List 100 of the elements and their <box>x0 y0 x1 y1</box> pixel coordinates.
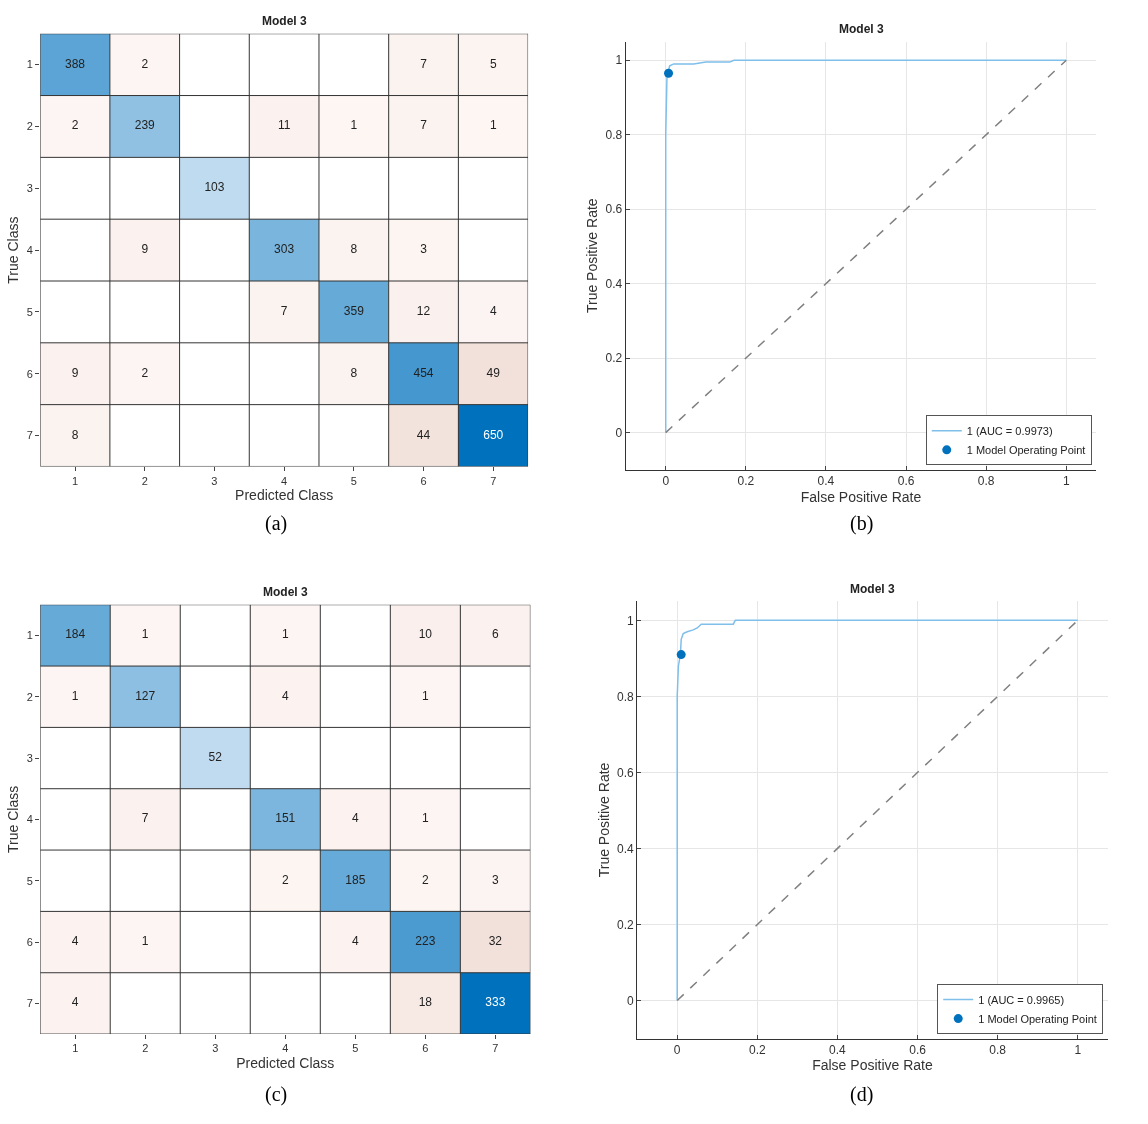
data-label: 1 <box>141 934 149 949</box>
data-label: 2 <box>281 872 289 887</box>
data-label: 10 <box>418 627 433 642</box>
data-label: 7 <box>420 56 428 71</box>
chart-title: Model 3 <box>839 22 884 36</box>
x-tick-label: 4 <box>281 474 288 487</box>
x-tick-label: 1 <box>71 474 79 487</box>
x-tick-label: 1 <box>72 1042 79 1055</box>
y-tick-label: 0.4 <box>605 276 623 291</box>
y-tick-label: 0 <box>615 425 623 440</box>
x-tick-label: 0 <box>673 1042 681 1057</box>
data-label: 303 <box>274 242 295 257</box>
data-label: 1 <box>489 118 497 133</box>
y-tick-label: 0.8 <box>617 689 635 704</box>
legend-label: 1 (AUC = 0.9965) <box>978 993 1065 1006</box>
x-tick-label: 0.2 <box>737 474 755 489</box>
y-tick-label: 5 <box>26 305 33 318</box>
data-label: 239 <box>134 118 156 133</box>
data-label: 4 <box>71 995 79 1010</box>
data-label: 2 <box>421 872 429 887</box>
data-label: 184 <box>65 627 86 642</box>
data-label: 3 <box>420 242 428 257</box>
data-label: 454 <box>413 365 434 380</box>
y-tick-label: 1 <box>26 629 33 642</box>
data-label: 223 <box>415 934 436 949</box>
data-label: 44 <box>416 427 431 442</box>
y-tick-label: 2 <box>26 120 33 133</box>
data-label: 6 <box>492 627 500 642</box>
y-tick-label: 0.6 <box>617 765 635 780</box>
data-label: 7 <box>141 811 149 826</box>
x-tick-label: 5 <box>352 1042 359 1055</box>
data-label: 1 <box>71 688 79 703</box>
data-label: 2 <box>141 365 149 380</box>
x-axis-title: Predicted Class <box>235 486 334 503</box>
chart-title: Model 3 <box>263 585 308 599</box>
x-tick-label: 6 <box>422 1042 429 1055</box>
data-label: 650 <box>483 427 504 442</box>
y-tick-label: 2 <box>26 690 33 703</box>
data-label: 1 <box>281 627 289 642</box>
legend-label: 1 Model Operating Point <box>978 1012 1097 1025</box>
x-tick-label: 3 <box>212 1042 219 1055</box>
data-label: 9 <box>71 365 79 380</box>
chart-title: Model 3 <box>850 582 895 596</box>
data-label: 7 <box>280 303 288 318</box>
y-axis-title: True Class <box>5 216 22 284</box>
y-tick-label: 0.4 <box>617 841 635 856</box>
text: (c) <box>265 1083 288 1106</box>
x-tick-label: 2 <box>142 1042 149 1055</box>
data-label: 8 <box>71 427 79 442</box>
data-label: 1 <box>421 811 429 826</box>
x-tick-label: 0 <box>662 474 670 489</box>
x-axis-title: False Positive Rate <box>800 488 922 505</box>
y-tick-label: 4 <box>26 813 33 826</box>
data-label: 4 <box>351 811 359 826</box>
y-axis-title: True Positive Rate <box>595 762 612 878</box>
x-tick-label: 0.6 <box>909 1042 927 1057</box>
data-label: 11 <box>277 118 291 133</box>
data-label: 8 <box>350 365 358 380</box>
data-label: 151 <box>275 811 296 826</box>
x-tick-label: 0.8 <box>989 1042 1007 1057</box>
data-label: 12 <box>416 303 431 318</box>
chart-title: Model 3 <box>262 14 307 28</box>
y-tick-label: 1 <box>627 613 635 628</box>
x-tick-label: 6 <box>420 474 427 487</box>
x-tick-label: 0.4 <box>817 474 835 489</box>
text: (b) <box>850 512 874 535</box>
y-tick-label: 1 <box>615 53 623 68</box>
x-tick-label: 0.8 <box>977 474 995 489</box>
data-label: 7 <box>420 118 428 133</box>
text: (a) <box>265 512 288 535</box>
text: (d) <box>850 1083 874 1106</box>
y-tick-label: 0.2 <box>605 351 623 366</box>
data-label: 103 <box>204 180 225 195</box>
data-label: 4 <box>489 303 497 318</box>
y-tick-label: 1 <box>26 58 33 71</box>
data-label: 5 <box>489 56 497 71</box>
y-tick-label: 0 <box>627 993 635 1008</box>
data-label: 32 <box>488 934 503 949</box>
y-tick-label: 3 <box>26 182 33 195</box>
data-label: 1 <box>350 118 358 133</box>
y-tick-label: 7 <box>26 429 33 442</box>
legend-label: 1 (AUC = 0.9973) <box>966 425 1053 438</box>
y-axis-title: True Positive Rate <box>584 198 601 314</box>
data-label: 4 <box>281 688 289 703</box>
x-tick-label: 3 <box>211 474 218 487</box>
y-axis-title: True Class <box>5 785 22 853</box>
data-label: 52 <box>208 750 223 765</box>
data-label: 359 <box>343 303 365 318</box>
x-tick-label: 0.6 <box>897 474 915 489</box>
x-tick-label: 2 <box>141 474 148 487</box>
data-label: 388 <box>65 56 86 71</box>
data-label: 18 <box>418 995 433 1010</box>
y-tick-label: 5 <box>26 874 33 887</box>
y-tick-label: 7 <box>26 997 33 1010</box>
y-tick-label: 0.6 <box>605 202 623 217</box>
data-label: 127 <box>135 688 156 703</box>
x-tick-label: 7 <box>492 1042 499 1055</box>
x-tick-label: 0.4 <box>829 1042 847 1057</box>
data-label: 1 <box>141 627 149 642</box>
y-tick-label: 6 <box>26 935 33 948</box>
